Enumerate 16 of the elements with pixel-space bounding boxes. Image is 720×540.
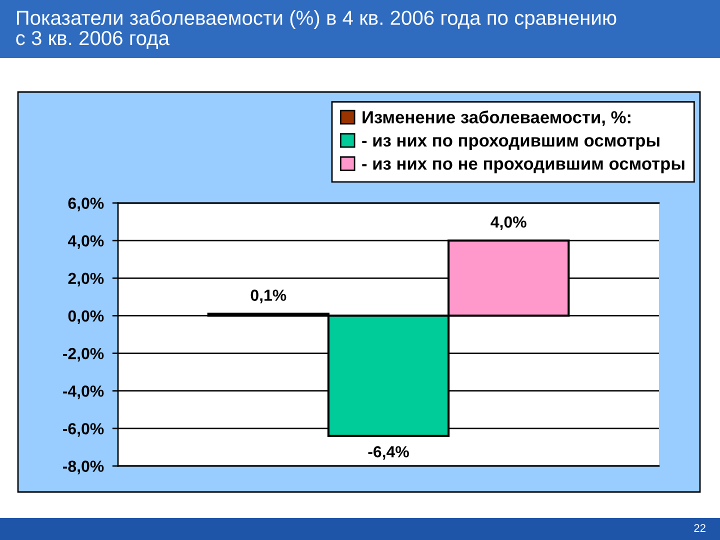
y-tick-label: -2,0% xyxy=(63,348,104,362)
y-tick-label: 4,0% xyxy=(68,235,104,249)
data-label: 4,0% xyxy=(490,216,526,230)
y-tick-label: -8,0% xyxy=(63,460,104,474)
chart-title: Показатели заболеваемости (%) в 4 кв. 2006 года по сравнению с 3 кв. 2006 года xyxy=(16,10,616,50)
data-label: -6,4% xyxy=(368,446,409,460)
y-tick-label: -4,0% xyxy=(63,385,104,400)
y-tick-label: 2,0% xyxy=(68,272,104,286)
data-label: 0,1% xyxy=(250,290,286,304)
legend-label: - из них по не проходившим осмотры xyxy=(362,160,684,174)
y-tick-label: 6,0% xyxy=(68,198,104,212)
y-tick-label: 0,0% xyxy=(68,310,104,324)
legend-label: Изменение заболеваемости, %: xyxy=(362,110,630,126)
text: 22 xyxy=(694,524,706,532)
y-tick-label: -6,0% xyxy=(63,423,104,437)
legend-label: - из них по проходившим осмотры xyxy=(362,137,660,150)
